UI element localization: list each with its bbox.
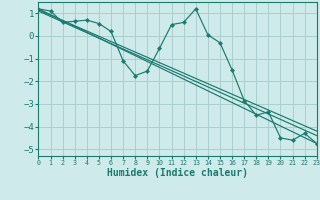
- X-axis label: Humidex (Indice chaleur): Humidex (Indice chaleur): [107, 168, 248, 178]
